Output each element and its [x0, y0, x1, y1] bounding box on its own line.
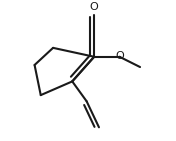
Text: O: O	[116, 51, 125, 61]
Text: O: O	[90, 2, 99, 12]
